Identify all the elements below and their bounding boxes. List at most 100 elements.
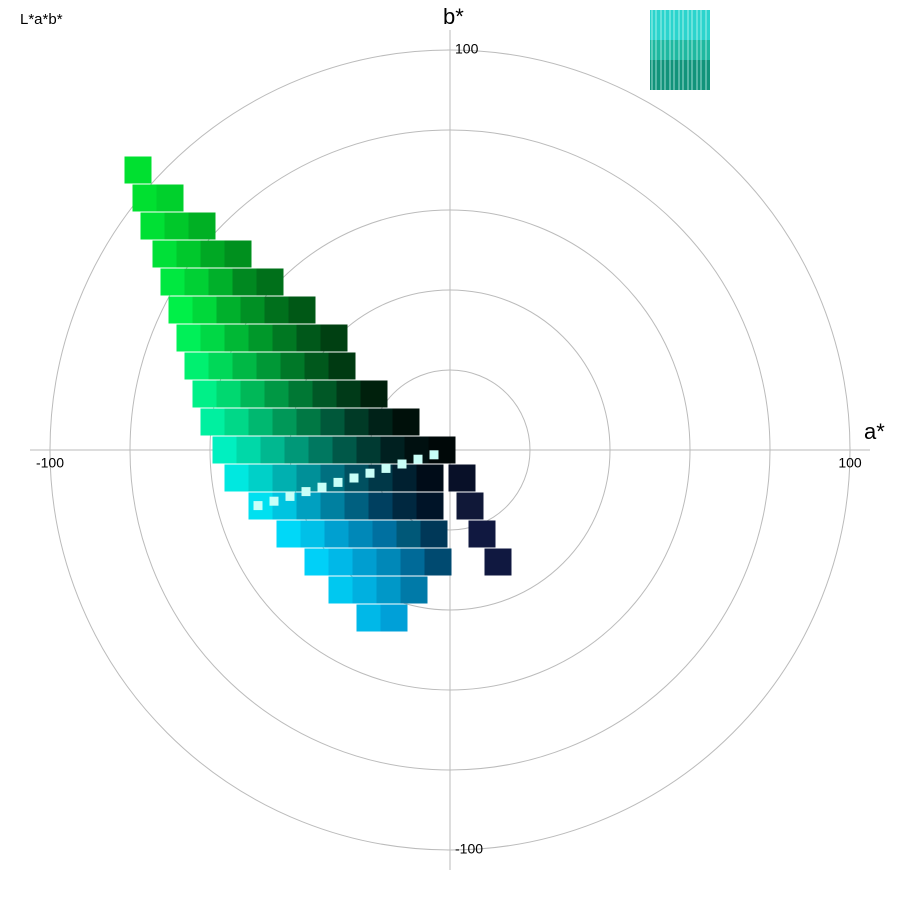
point — [276, 520, 304, 548]
y-tick-label: -100 — [455, 841, 483, 857]
point — [288, 380, 316, 408]
point — [429, 450, 439, 460]
point — [468, 520, 496, 548]
point — [224, 464, 252, 492]
point — [240, 296, 268, 324]
point — [348, 520, 376, 548]
point — [356, 436, 384, 464]
point — [376, 548, 404, 576]
marks — [124, 156, 512, 632]
point — [428, 436, 456, 464]
point — [160, 268, 188, 296]
x-axis-label: a* — [864, 419, 885, 444]
point — [240, 380, 268, 408]
point — [392, 492, 420, 520]
point — [484, 548, 512, 576]
point — [284, 436, 312, 464]
point — [124, 156, 152, 184]
point — [352, 548, 380, 576]
point — [269, 496, 279, 506]
point — [264, 380, 292, 408]
point — [344, 408, 372, 436]
point — [300, 520, 328, 548]
point — [296, 324, 324, 352]
point — [397, 459, 407, 469]
point — [232, 268, 260, 296]
point — [140, 212, 168, 240]
point — [332, 436, 360, 464]
point — [256, 268, 284, 296]
point — [400, 548, 428, 576]
point — [304, 548, 332, 576]
point — [272, 464, 300, 492]
point — [200, 240, 228, 268]
point — [192, 380, 220, 408]
point — [416, 464, 444, 492]
point — [380, 436, 408, 464]
point — [176, 324, 204, 352]
point — [368, 492, 396, 520]
point — [168, 296, 196, 324]
point — [256, 352, 284, 380]
point — [288, 296, 316, 324]
point — [264, 296, 292, 324]
point — [324, 520, 352, 548]
point — [212, 436, 240, 464]
point — [216, 380, 244, 408]
point — [224, 324, 252, 352]
point — [356, 604, 384, 632]
point — [416, 492, 444, 520]
point — [272, 408, 300, 436]
x-tick-label: -100 — [36, 455, 64, 471]
point — [456, 492, 484, 520]
point — [156, 184, 184, 212]
point — [285, 491, 295, 501]
point — [400, 576, 428, 604]
point — [360, 380, 388, 408]
point — [224, 240, 252, 268]
point — [216, 296, 244, 324]
point — [200, 324, 228, 352]
point — [420, 520, 448, 548]
y-axis-label: b* — [443, 4, 464, 29]
point — [328, 548, 356, 576]
point — [164, 212, 192, 240]
point — [328, 576, 356, 604]
point — [232, 352, 260, 380]
point — [152, 240, 180, 268]
point — [272, 324, 300, 352]
point — [184, 352, 212, 380]
point — [208, 352, 236, 380]
point — [317, 482, 327, 492]
y-tick-label: 100 — [455, 41, 479, 57]
x-tick-label: 100 — [838, 455, 862, 471]
point — [372, 520, 400, 548]
point — [184, 268, 212, 296]
point — [208, 268, 236, 296]
point — [192, 296, 220, 324]
point — [308, 436, 336, 464]
point — [336, 380, 364, 408]
point — [320, 492, 348, 520]
point — [380, 604, 408, 632]
thumbnail — [650, 10, 710, 90]
point — [176, 240, 204, 268]
point — [320, 408, 348, 436]
point — [248, 324, 276, 352]
point — [376, 576, 404, 604]
point — [280, 352, 308, 380]
point — [224, 408, 252, 436]
point — [352, 576, 380, 604]
point — [200, 408, 228, 436]
point — [328, 352, 356, 380]
point — [312, 380, 340, 408]
chart-title: L*a*b* — [20, 11, 63, 28]
point — [396, 520, 424, 548]
point — [333, 477, 343, 487]
point — [368, 408, 396, 436]
point — [392, 408, 420, 436]
point — [381, 463, 391, 473]
point — [365, 468, 375, 478]
point — [132, 184, 160, 212]
